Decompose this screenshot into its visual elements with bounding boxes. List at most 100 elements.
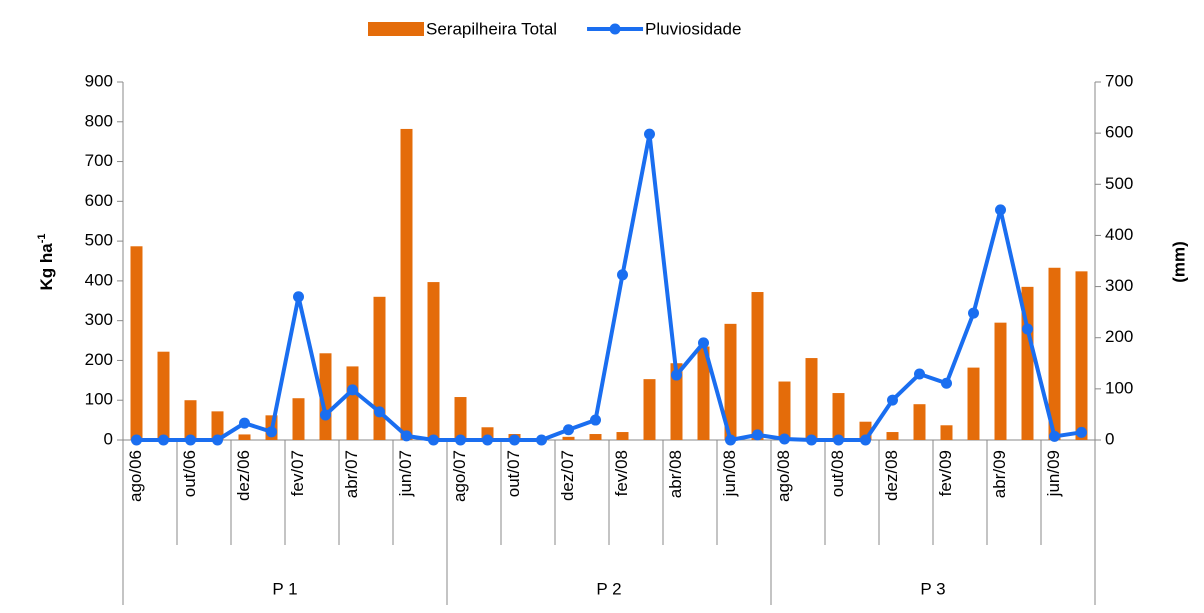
y-tick-label: 100 xyxy=(85,390,113,409)
line-marker xyxy=(455,434,466,446)
y-tick-label: 900 xyxy=(85,71,113,90)
x-tick-label: out/07 xyxy=(504,450,523,497)
bar xyxy=(157,351,170,440)
line-marker xyxy=(563,424,574,436)
bar xyxy=(589,434,602,440)
x-tick-label: out/08 xyxy=(828,450,847,497)
line-marker xyxy=(212,434,223,446)
line-marker xyxy=(698,337,709,349)
line-marker xyxy=(995,204,1006,216)
bar xyxy=(724,323,737,440)
bar xyxy=(697,346,710,440)
y-tick-label: 600 xyxy=(85,191,113,210)
bar xyxy=(211,411,224,440)
y-tick-label: 800 xyxy=(85,111,113,130)
bar xyxy=(616,432,629,440)
line-marker xyxy=(320,409,331,421)
group-label: P 3 xyxy=(920,579,945,598)
y2-tick-label: 700 xyxy=(1105,71,1133,90)
bar xyxy=(643,379,656,440)
x-tick-label: fev/07 xyxy=(288,450,307,496)
line-marker xyxy=(347,384,358,396)
line-marker xyxy=(968,307,979,319)
bar xyxy=(454,397,467,440)
y2-tick-label: 600 xyxy=(1105,123,1133,142)
line-marker xyxy=(887,394,898,406)
x-tick-label: fev/09 xyxy=(936,450,955,496)
x-tick-label: out/06 xyxy=(180,450,199,497)
line-marker xyxy=(806,434,817,446)
bar xyxy=(832,393,845,440)
line-marker xyxy=(158,434,169,446)
y-tick-label: 200 xyxy=(85,350,113,369)
bar xyxy=(400,128,413,440)
y2-tick-label: 400 xyxy=(1105,225,1133,244)
y2-axis-label: (mm) xyxy=(1169,241,1188,283)
bar xyxy=(292,398,305,440)
x-tick-label: abr/07 xyxy=(342,450,361,498)
line-marker xyxy=(725,434,736,446)
legend-swatch xyxy=(609,23,621,35)
line-marker xyxy=(779,433,790,445)
y-tick-label: 700 xyxy=(85,151,113,170)
y2-tick-label: 100 xyxy=(1105,378,1133,397)
legend-label: Pluviosidade xyxy=(645,19,741,38)
y2-tick-label: 500 xyxy=(1105,174,1133,193)
line-marker xyxy=(1049,430,1060,442)
bar xyxy=(427,282,440,440)
bar xyxy=(805,358,818,440)
y-tick-label: 300 xyxy=(85,310,113,329)
x-tick-label: ago/07 xyxy=(450,450,469,502)
bar xyxy=(346,366,359,440)
line-marker xyxy=(671,369,682,381)
bar xyxy=(238,434,251,440)
line-marker xyxy=(239,417,250,429)
bar xyxy=(373,296,386,440)
line-marker xyxy=(833,434,844,446)
x-tick-label: dez/07 xyxy=(558,450,577,501)
y2-tick-label: 200 xyxy=(1105,327,1133,346)
line xyxy=(136,132,1082,442)
y-axis-label: Kg ha-1 xyxy=(36,233,57,290)
x-tick-label: ago/06 xyxy=(126,450,145,502)
x-tick-label: abr/08 xyxy=(666,450,685,498)
bar xyxy=(751,292,764,440)
bar xyxy=(994,322,1007,440)
bar xyxy=(562,436,575,440)
line-marker xyxy=(428,434,439,446)
line-marker xyxy=(293,291,304,303)
y-label-sup: -1 xyxy=(36,233,48,243)
line-marker xyxy=(1076,426,1087,438)
x-tick-label: dez/06 xyxy=(234,450,253,501)
line-marker xyxy=(617,269,628,281)
group-label: P 1 xyxy=(272,579,297,598)
line-marker xyxy=(509,434,520,446)
bar xyxy=(1075,271,1088,440)
x-tick-label: fev/08 xyxy=(612,450,631,496)
line-marker xyxy=(914,368,925,380)
x-tick-label: jun/09 xyxy=(1044,450,1063,497)
line-marker xyxy=(590,414,601,426)
line-marker xyxy=(266,426,277,438)
line-marker xyxy=(644,128,655,140)
line-marker xyxy=(752,429,763,441)
line-marker xyxy=(1022,323,1033,335)
bar xyxy=(130,246,143,440)
y2-tick-label: 0 xyxy=(1105,429,1114,448)
y-tick-label: 0 xyxy=(104,429,113,448)
bar xyxy=(184,400,197,440)
line-marker xyxy=(374,406,385,418)
y-tick-label: 400 xyxy=(85,270,113,289)
y-label-text: Kg ha xyxy=(37,243,56,291)
bar xyxy=(913,404,926,440)
y-tick-label: 500 xyxy=(85,231,113,250)
line-marker xyxy=(482,434,493,446)
line-marker xyxy=(860,434,871,446)
bar xyxy=(940,425,953,440)
bar xyxy=(1048,267,1061,440)
bar xyxy=(778,381,791,440)
bar xyxy=(886,432,899,440)
legend-label: Serapilheira Total xyxy=(426,19,557,38)
line-marker xyxy=(401,430,412,442)
